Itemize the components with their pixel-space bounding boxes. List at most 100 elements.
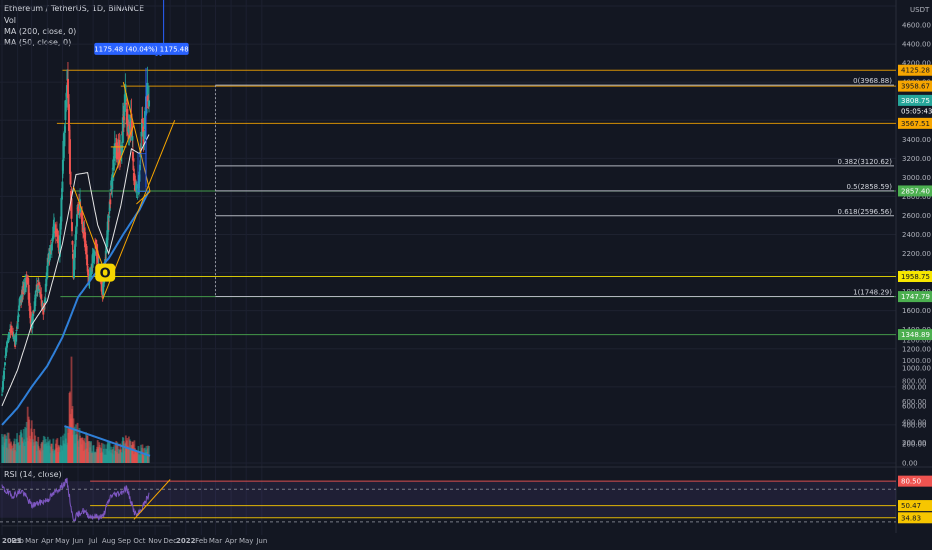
candle-body	[131, 151, 134, 161]
time-tick-label: May	[55, 537, 69, 545]
drawings[interactable]: 5801.89 (138.10%) 5801.891175.48 (40.04%…	[64, 0, 209, 457]
candle-body	[104, 258, 107, 263]
candle-body	[90, 265, 93, 272]
candle-body	[83, 228, 86, 235]
candle-body	[12, 332, 15, 335]
candle-body	[104, 257, 107, 259]
volume-bar	[90, 441, 93, 463]
legend-rsi[interactable]: RSI (14, close)	[4, 470, 62, 479]
candle-body	[129, 115, 132, 128]
volume-bar	[71, 406, 74, 463]
candle-body	[65, 93, 68, 97]
candle-body	[64, 100, 67, 121]
candle-body	[56, 235, 59, 242]
volume-bar	[65, 426, 68, 463]
candle-body	[17, 314, 20, 318]
price-tick-label: 3200.00	[902, 155, 931, 163]
volume-bar	[116, 443, 119, 463]
annotation-marker	[95, 263, 116, 282]
price-tick-label: 800.00	[902, 383, 927, 391]
candle-body	[136, 197, 139, 198]
candle-body	[147, 96, 150, 98]
legend-ma200[interactable]: MA (200, close, 0)	[4, 27, 77, 36]
candle-body	[60, 197, 63, 222]
price-tick-label: 1600.00	[902, 307, 931, 315]
candle-body	[61, 181, 64, 192]
candle-body	[80, 207, 83, 213]
candle-body	[111, 175, 114, 178]
volume-bar	[52, 438, 55, 463]
candle-body	[77, 209, 80, 215]
candle-body	[81, 210, 84, 225]
candle-body	[112, 162, 115, 171]
candle-body	[146, 96, 149, 98]
candle-body	[78, 203, 81, 209]
candle-body	[54, 232, 57, 237]
candle-body	[54, 231, 57, 233]
candle-body	[109, 199, 112, 205]
candle-body	[38, 289, 41, 293]
fib-level-label: 0.5(2858.59)	[846, 183, 892, 191]
fib-retracement[interactable]: 0(3968.88) 0.382(3120.62) 0.5(2858.59) 0.61…	[214, 77, 894, 298]
volume-tick-label: 400.00	[902, 419, 927, 427]
candle-body	[124, 92, 127, 102]
rsi-level-tag-text: 50.47	[901, 502, 921, 510]
candle-body	[15, 334, 18, 342]
candle-body	[70, 222, 73, 232]
candle-body	[92, 253, 95, 262]
candle-body	[7, 334, 10, 342]
candle-body	[106, 236, 109, 247]
candle-body	[63, 126, 66, 133]
candle-body	[27, 278, 30, 285]
level-price-tag	[898, 117, 932, 129]
candle-body	[143, 131, 146, 140]
rsi-band	[0, 481, 896, 518]
candle-body	[133, 173, 136, 186]
candle-body	[9, 329, 12, 333]
candle-body	[94, 243, 97, 245]
candle-body	[8, 335, 11, 338]
candle-body	[63, 133, 66, 147]
level-price-tag-text: 1747.79	[901, 293, 930, 301]
candle-body	[86, 254, 89, 266]
level-price-tag	[898, 185, 932, 197]
price-tick-label: 400.00	[902, 421, 927, 429]
level-price-tag	[898, 271, 932, 283]
legend-symbol[interactable]: Ethereum / TetherUS, 1D, BINANCE	[4, 4, 145, 13]
candle-body	[145, 106, 148, 114]
candle-body	[5, 346, 8, 352]
candle-body	[86, 264, 89, 266]
candle-body	[58, 235, 61, 257]
candle-body	[83, 232, 86, 238]
candle-body	[120, 145, 123, 155]
candle-body	[140, 131, 143, 137]
candle-body	[64, 102, 67, 104]
measure-label-box	[94, 42, 189, 55]
candle-body	[33, 301, 36, 312]
candle-body	[99, 281, 102, 283]
legend-ma50[interactable]: MA (50, close, 0)	[4, 38, 72, 47]
candle-body	[48, 251, 51, 261]
candle-body	[78, 213, 81, 215]
candle-body	[109, 188, 112, 191]
candle-body	[34, 293, 37, 296]
time-tick-label: Apr	[225, 537, 237, 545]
price-tick-label: 2200.00	[902, 250, 931, 258]
time-tick-label: Oct	[133, 537, 145, 545]
candle-body	[45, 278, 48, 287]
candle-body	[1, 394, 3, 396]
candle-body	[5, 347, 8, 356]
candle-body	[76, 214, 79, 227]
ma50-line	[1, 134, 150, 407]
rsi-trend-line	[133, 479, 171, 520]
horizontal-levels[interactable]	[2, 69, 896, 336]
candle-body	[125, 102, 128, 105]
candle-body	[43, 303, 46, 305]
legend-vol[interactable]: Vol	[4, 16, 16, 25]
candle-body	[29, 311, 32, 324]
volume-bar	[103, 444, 106, 463]
candle-body	[85, 245, 88, 253]
candle-body	[134, 179, 137, 186]
